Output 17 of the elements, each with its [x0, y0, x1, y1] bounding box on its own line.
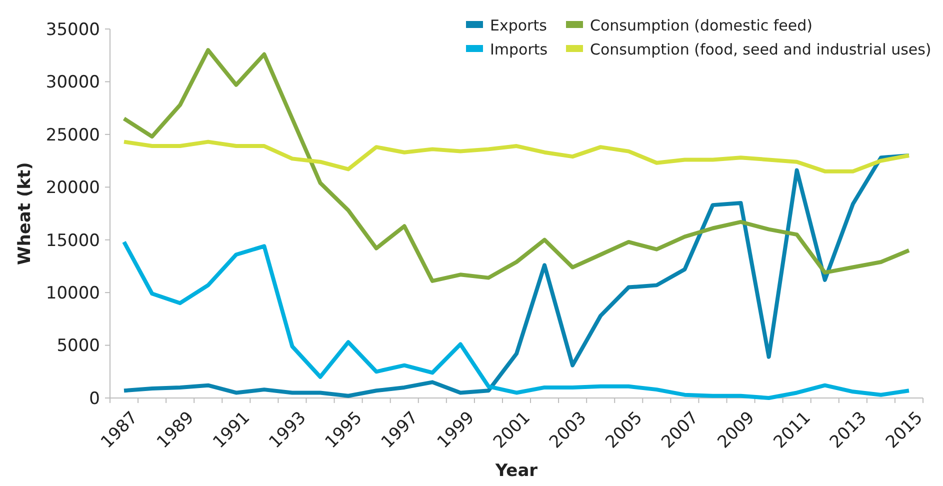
legend-label: Consumption (food, seed and industrial uses)	[590, 40, 932, 58]
legend-label: Consumption (domestic feed)	[590, 16, 812, 34]
y-tick-label: 10000	[46, 284, 100, 304]
line-series	[122, 140, 911, 174]
y-tick-label: 15000	[46, 230, 100, 251]
x-axis-title: Year	[494, 461, 538, 481]
y-tick-label: 0	[89, 388, 100, 409]
legend-label: Imports	[490, 40, 548, 58]
y-tick-label: 5000	[56, 336, 100, 356]
legend-label: Exports	[490, 16, 548, 34]
y-tick-label: 35000	[46, 20, 100, 40]
line-series	[122, 154, 911, 398]
y-tick-label: 20000	[46, 178, 100, 198]
line-series	[122, 240, 911, 400]
y-tick-label: 25000	[46, 125, 100, 146]
y-axis-title: Wheat (kt)	[15, 162, 35, 265]
y-tick-label: 30000	[46, 72, 100, 93]
